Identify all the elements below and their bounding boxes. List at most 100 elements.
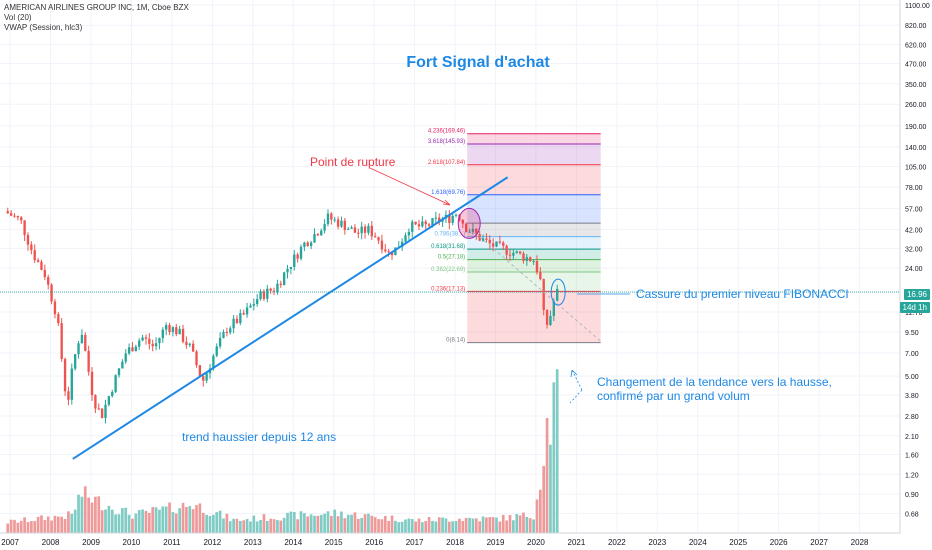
candle-body — [545, 309, 549, 325]
volume-bar — [282, 517, 286, 533]
volume-bar — [30, 521, 33, 533]
volume-bar — [19, 520, 23, 533]
volume-bar — [164, 506, 168, 533]
volume-bar — [50, 520, 53, 533]
candle-body — [363, 226, 367, 233]
volume-bar — [238, 520, 242, 533]
volume-bar — [114, 514, 117, 533]
price-tick-label: 57.00 — [905, 207, 923, 214]
candle-body — [117, 368, 121, 376]
price-tick-label: 620.00 — [905, 42, 927, 49]
volume-bar — [40, 515, 43, 533]
volume-bar — [208, 515, 212, 533]
candle-body — [245, 307, 249, 315]
volume-bar — [505, 520, 508, 533]
chart-title-annotation: Fort Signal d'achat — [406, 54, 550, 71]
volume-bar — [316, 515, 320, 533]
candle-body — [26, 234, 30, 245]
candle-body — [471, 228, 475, 232]
candle-body — [114, 375, 117, 392]
trend-line — [72, 176, 509, 460]
volume-bar — [471, 518, 475, 533]
candle-body — [454, 214, 458, 216]
volume-bar — [515, 514, 519, 533]
candle-body — [40, 261, 43, 270]
candle-body — [134, 346, 138, 352]
volume-bar — [552, 382, 556, 533]
price-tick-label: 32.00 — [905, 246, 923, 253]
volume-bar — [542, 465, 546, 533]
time-tick-label: 2027 — [810, 538, 828, 547]
candle-body — [144, 337, 148, 339]
price-tick-label: 0.68 — [905, 511, 919, 518]
volume-bar — [249, 521, 252, 533]
volume-bar — [6, 523, 10, 533]
volume-bar — [303, 513, 306, 533]
volume-bar — [363, 514, 367, 533]
time-tick-label: 2013 — [244, 538, 262, 547]
time-tick-label: 2020 — [527, 538, 545, 547]
volume-bar — [377, 519, 380, 533]
volume-bar — [549, 444, 552, 533]
candle-body — [151, 343, 154, 347]
fib-level-label: 0(8.14) — [446, 338, 465, 344]
volume-bar — [454, 521, 458, 533]
candle-body — [178, 328, 181, 335]
volume-bar — [154, 507, 158, 533]
candle-body — [94, 395, 97, 409]
volume-bar — [485, 517, 488, 533]
time-tick-label: 2022 — [608, 538, 626, 547]
volume-bar — [478, 521, 482, 533]
candle-body — [323, 224, 326, 231]
time-tick-label: 2017 — [406, 538, 424, 547]
price-tick-label: 24.00 — [905, 266, 923, 273]
price-tick-label: 5.00 — [905, 374, 919, 381]
candle-body — [394, 247, 397, 256]
time-tick-label: 2016 — [365, 538, 383, 547]
volume-bar — [259, 519, 262, 533]
candle-body — [451, 215, 454, 223]
volume-bar — [262, 514, 266, 533]
candle-body — [272, 290, 276, 292]
volume-bar — [147, 513, 151, 533]
candle-body — [488, 239, 491, 244]
candle-body — [286, 268, 289, 273]
time-tick-label: 2025 — [729, 538, 747, 547]
candle-body — [347, 228, 350, 230]
candle-body — [23, 220, 26, 235]
fib-level-label: 0.786(38...) — [435, 232, 466, 238]
candle-body — [407, 231, 411, 236]
candle-body — [171, 327, 175, 333]
price-tick-label: 1.20 — [905, 472, 919, 479]
candle-body — [343, 220, 347, 230]
volume-bar — [538, 489, 542, 533]
volume-bar — [424, 521, 428, 533]
candle-body — [67, 391, 70, 400]
candle-body — [266, 288, 269, 299]
volume-bar — [326, 511, 330, 533]
volume-bar — [255, 521, 259, 533]
candle-body — [549, 315, 552, 325]
candle-body — [556, 288, 559, 301]
volume-bar — [292, 512, 296, 533]
candle-body — [293, 254, 296, 267]
volume-bar — [512, 520, 515, 533]
candle-body — [47, 277, 50, 285]
candle-body — [320, 230, 323, 236]
candle-body — [53, 301, 57, 315]
candle-body — [80, 334, 84, 344]
volume-bar — [535, 499, 539, 533]
candle-body — [468, 231, 471, 233]
time-tick-label: 2024 — [689, 538, 707, 547]
volume-bar — [107, 505, 111, 533]
volume-bar — [458, 518, 461, 533]
volume-bar — [319, 514, 323, 533]
volume-bar — [370, 515, 374, 533]
candle-body — [158, 338, 161, 344]
volume-bar — [218, 510, 222, 533]
price-tick-label: 140.00 — [905, 145, 927, 152]
volume-bar — [87, 497, 90, 533]
volume-bar — [222, 518, 225, 533]
volume-bar — [9, 519, 13, 533]
